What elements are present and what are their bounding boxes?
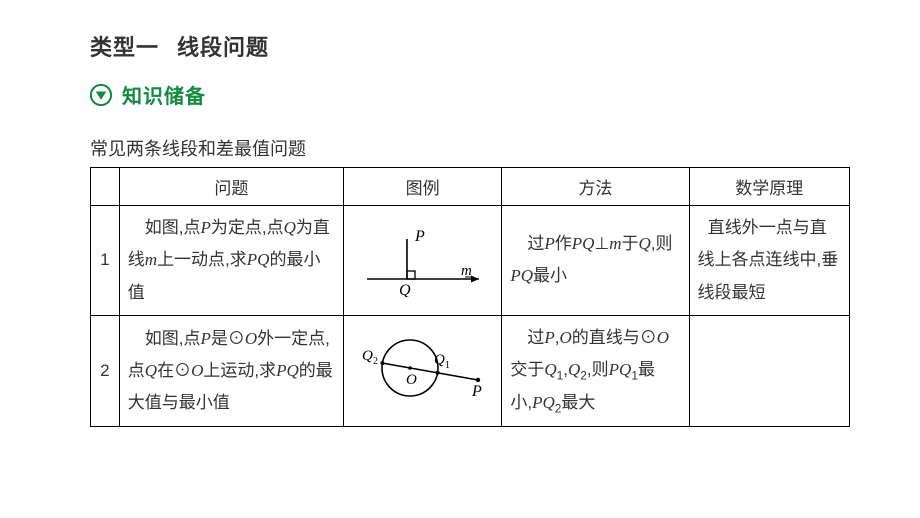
svg-text:2: 2: [373, 356, 378, 367]
svg-text:Q: Q: [362, 348, 373, 364]
row-index: 1: [91, 206, 120, 316]
row-problem: 如图,点P是⊙O外一定点,点Q在⊙O上运动,求PQ的最大值与最小值: [119, 315, 343, 426]
heading-title: 线段问题: [177, 35, 269, 60]
row-figure: O P Q 1 Q 2: [343, 315, 501, 426]
row-principle: [689, 315, 849, 426]
figure-circle-secant: O P Q 1 Q 2: [352, 330, 498, 412]
segment-problems-table: 问题 图例 方法 数学原理 1 如图,点P为定点,点Q为直线m上一动点,求PQ的…: [90, 167, 850, 427]
table-header-row: 问题 图例 方法 数学原理: [91, 168, 850, 206]
col-header-method: 方法: [502, 168, 689, 206]
triangle-down-icon: [90, 84, 112, 106]
row-principle: 直线外一点与直线上各点连线中,垂线段最短: [689, 206, 849, 316]
row-method: 过P作PQ⊥m于Q,则PQ最小: [502, 206, 689, 316]
svg-text:O: O: [406, 372, 417, 388]
row-problem: 如图,点P为定点,点Q为直线m上一动点,求PQ的最小值: [119, 206, 343, 316]
figure-perpendicular: P Q m: [353, 223, 493, 297]
svg-text:P: P: [471, 383, 482, 400]
svg-text:1: 1: [445, 360, 450, 371]
svg-text:Q: Q: [399, 282, 411, 297]
col-header-figure: 图例: [343, 168, 501, 206]
row-figure: P Q m: [343, 206, 501, 316]
table-caption: 常见两条线段和差最值问题: [90, 135, 850, 161]
col-header-index: [91, 168, 120, 206]
table-row: 1 如图,点P为定点,点Q为直线m上一动点,求PQ的最小值 P Q m 过P作P…: [91, 206, 850, 316]
knowledge-subheading: 知识储备: [90, 80, 850, 109]
svg-text:P: P: [414, 228, 425, 245]
subheading-label: 知识储备: [122, 80, 206, 109]
row-index: 2: [91, 315, 120, 426]
section-heading: 类型一线段问题: [90, 30, 850, 62]
row-method: 过P,O的直线与⊙O交于Q1,Q2,则PQ1最小,PQ2最大: [502, 315, 689, 426]
svg-text:Q: Q: [434, 352, 445, 368]
heading-prefix: 类型一: [90, 35, 159, 60]
col-header-problem: 问题: [119, 168, 343, 206]
col-header-principle: 数学原理: [689, 168, 849, 206]
table-row: 2 如图,点P是⊙O外一定点,点Q在⊙O上运动,求PQ的最大值与最小值 O P …: [91, 315, 850, 426]
